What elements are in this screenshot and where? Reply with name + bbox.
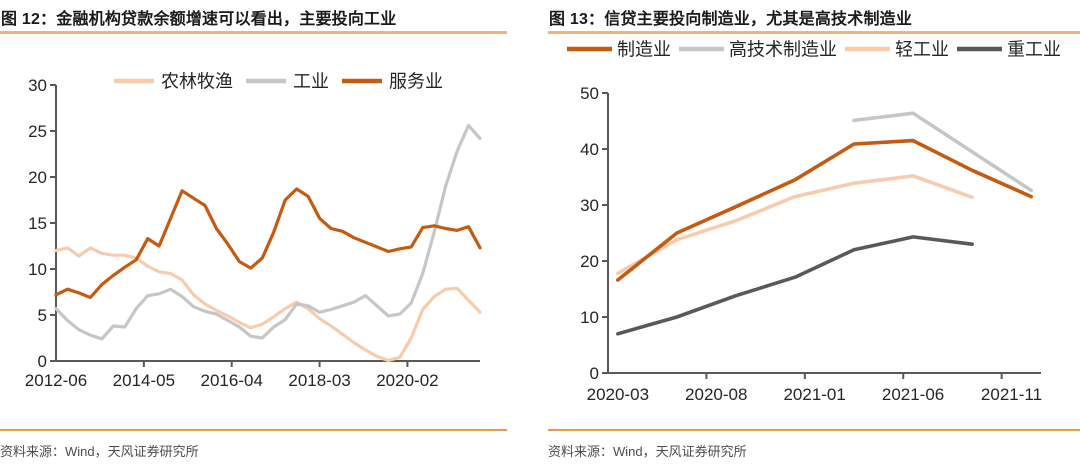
series-line-2 bbox=[616, 174, 974, 276]
y-tick-label: 30 bbox=[580, 196, 599, 215]
series-line-1 bbox=[852, 111, 1034, 193]
legend-label: 农林牧渔 bbox=[161, 72, 233, 92]
y-tick-label: 20 bbox=[580, 252, 599, 271]
y-tick-label: 10 bbox=[580, 308, 599, 327]
x-tick-label: 2018-03 bbox=[288, 371, 350, 390]
series-line-3 bbox=[616, 235, 974, 336]
y-tick-label: 5 bbox=[38, 306, 47, 325]
x-tick-label: 2021-06 bbox=[882, 385, 944, 404]
y-tick-label: 30 bbox=[28, 76, 47, 95]
legend-label: 工业 bbox=[293, 72, 329, 92]
manufacturing-credit-line-chart: 0 10 20 30 40 50 2020-03 2020-08 2021-01 2021-06 2… bbox=[567, 40, 1061, 404]
figure-12-title-underline bbox=[0, 31, 507, 34]
x-tick-label: 2020-08 bbox=[685, 385, 747, 404]
x-tick-label: 2020-03 bbox=[587, 385, 649, 404]
legend-label: 重工业 bbox=[1007, 40, 1061, 60]
y-tick-label: 40 bbox=[580, 140, 599, 159]
legend-label: 制造业 bbox=[617, 40, 671, 60]
legend-label: 服务业 bbox=[389, 72, 443, 92]
y-tick-label: 25 bbox=[28, 122, 47, 141]
y-tick-label: 20 bbox=[28, 168, 47, 187]
series-line-1 bbox=[54, 123, 482, 341]
legend-label: 轻工业 bbox=[895, 40, 949, 60]
figure-12-title: 图 12：金融机构贷款余额增速可以看出，主要投向工业 bbox=[1, 11, 397, 28]
series-line-2 bbox=[54, 187, 482, 300]
figure-13-panel: 图 13：信贷主要投向制造业，尤其是高技术制造业 0 10 20 30 40 50 2020… bbox=[548, 0, 1080, 467]
x-tick-label: 2016-04 bbox=[201, 371, 263, 390]
legend-label: 高技术制造业 bbox=[729, 40, 837, 60]
x-tick-label: 2021-01 bbox=[783, 385, 845, 404]
series-line-0 bbox=[616, 138, 1034, 282]
loan-growth-by-sector-line-chart: 0 5 10 15 20 25 30 2012-06 2014-05 2016-04 2018-03… bbox=[25, 72, 482, 390]
figure-12-source-note: 资料来源：Wind，天风证券研究所 bbox=[0, 429, 507, 460]
figure-13-title: 图 13：信贷主要投向制造业，尤其是高技术制造业 bbox=[549, 11, 913, 28]
y-tick-label: 15 bbox=[28, 214, 47, 233]
series-line-0 bbox=[54, 246, 482, 363]
y-tick-label: 0 bbox=[38, 352, 47, 371]
y-tick-label: 10 bbox=[28, 260, 47, 279]
figure-12-panel: 图 12：金融机构贷款余额增速可以看出，主要投向工业 0 5 10 15 20 25 30 2… bbox=[0, 0, 507, 467]
x-tick-label: 2012-06 bbox=[25, 371, 87, 390]
figure-13-source-note: 资料来源：Wind，天风证券研究所 bbox=[548, 429, 1080, 460]
x-tick-label: 2020-02 bbox=[376, 371, 438, 390]
figure-13-title-underline bbox=[548, 31, 1080, 34]
y-tick-label: 50 bbox=[580, 84, 599, 103]
x-tick-label: 2014-05 bbox=[113, 371, 175, 390]
x-tick-label: 2021-11 bbox=[981, 385, 1042, 404]
y-tick-label: 0 bbox=[590, 364, 599, 383]
